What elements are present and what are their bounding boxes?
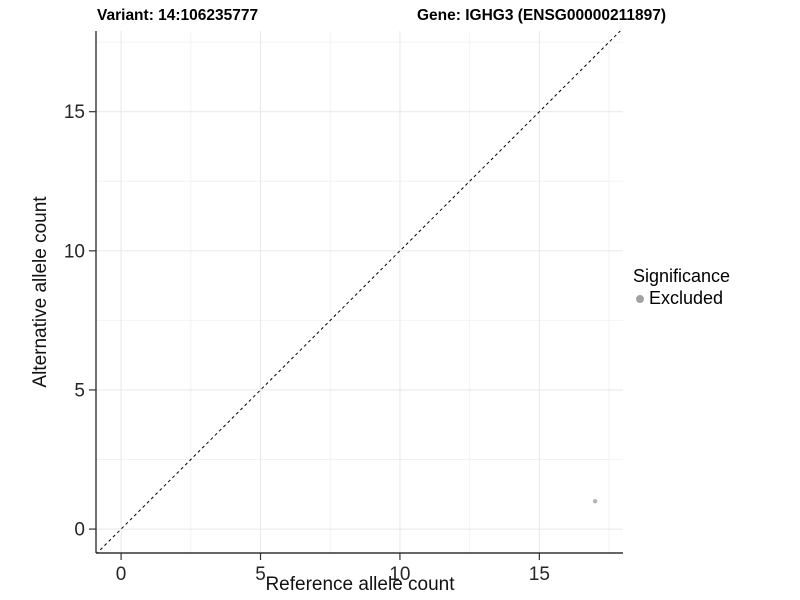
legend-title: Significance (633, 266, 731, 286)
data-points (592, 499, 598, 504)
tick-marks (89, 111, 540, 560)
x-tick-label: 5 (255, 564, 266, 585)
y-axis-title: Alternative allele count (30, 196, 51, 388)
x-tick-label: 0 (116, 564, 127, 585)
y-tick-label: 0 (74, 520, 85, 541)
legend: Significance Excluded (633, 265, 730, 309)
gene-title: Gene: IGHG3 (ENSG00000211897) (417, 7, 666, 24)
major-gridlines (96, 31, 623, 553)
y-tick-label: 15 (64, 102, 85, 123)
identity-dashed-line (96, 31, 621, 553)
axis-lines (95, 31, 623, 554)
legend-entry-label: Excluded (649, 288, 724, 308)
x-axis-title: Reference allele count (265, 574, 455, 595)
x-tick-label: 10 (389, 564, 410, 585)
tick-labels: 0 5 10 15 0 5 10 15 (64, 102, 550, 585)
x-tick-label: 15 (529, 564, 550, 585)
y-tick-label: 5 (74, 380, 85, 401)
y-tick-label: 10 (64, 241, 85, 262)
minor-gridlines (96, 31, 623, 553)
legend-entry: Excluded (633, 288, 730, 309)
data-point (592, 499, 598, 504)
variant-title: Variant: 14:106235777 (97, 7, 259, 24)
legend-key-dot-icon (636, 294, 644, 303)
legend-entries: Excluded (633, 288, 730, 309)
